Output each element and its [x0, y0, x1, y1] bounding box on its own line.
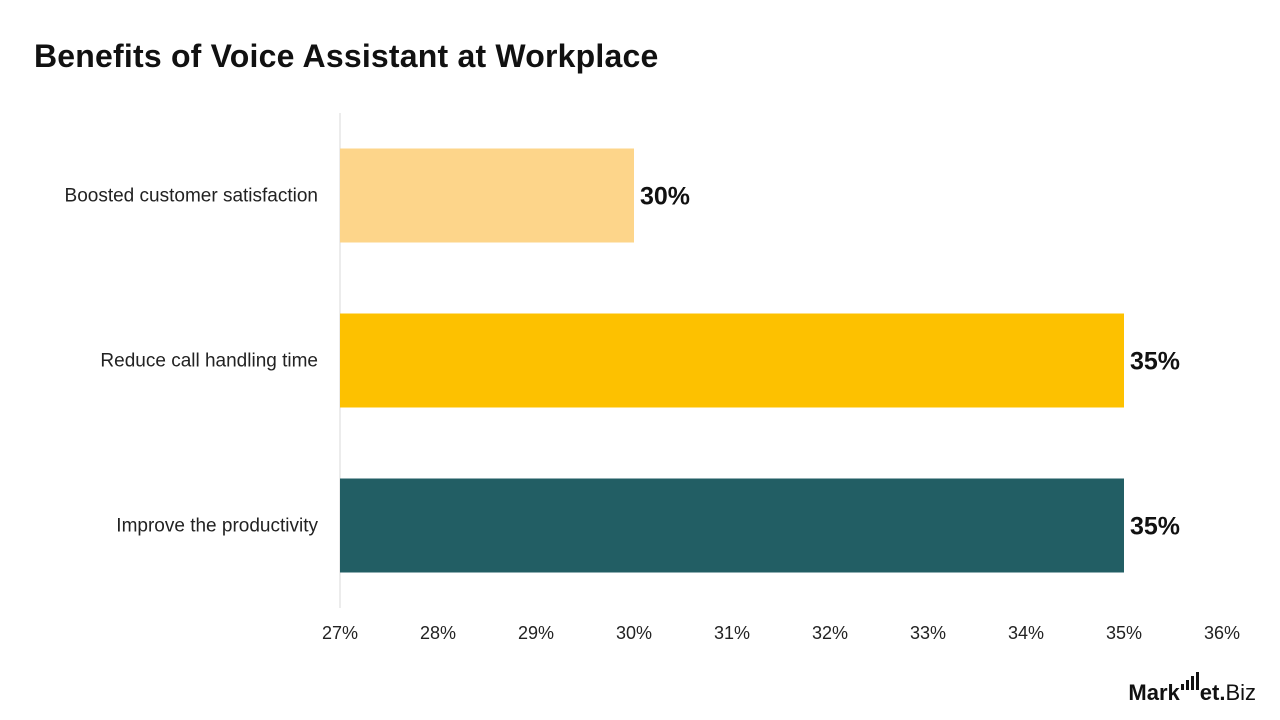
- category-label: Reduce call handling time: [100, 351, 318, 372]
- logo-text-part3: Biz: [1225, 680, 1256, 705]
- x-tick-label: 28%: [420, 623, 456, 643]
- bar: [340, 313, 1124, 408]
- marketbiz-logo: Mark et . Biz: [1128, 672, 1256, 706]
- chart-title: Benefits of Voice Assistant at Workplace: [34, 38, 659, 74]
- data-label: 35%: [1130, 348, 1180, 376]
- x-tick-label: 31%: [714, 623, 750, 643]
- x-tick-label: 27%: [322, 623, 358, 643]
- x-tick-label: 33%: [910, 623, 946, 643]
- x-tick-label: 35%: [1106, 623, 1142, 643]
- bar: [340, 478, 1124, 573]
- axis-group: 27% 28% 29% 30% 31% 32% 33% 34% 35% 36%: [322, 113, 1240, 643]
- bar: [340, 148, 634, 243]
- category-label: Improve the productivity: [116, 516, 318, 537]
- x-tick-label: 29%: [518, 623, 554, 643]
- x-tick-label: 32%: [812, 623, 848, 643]
- x-tick-label: 30%: [616, 623, 652, 643]
- labels-group: Boosted customer satisfaction 30% Reduce c…: [65, 183, 1181, 541]
- x-tick-label: 34%: [1008, 623, 1044, 643]
- category-label: Boosted customer satisfaction: [65, 186, 318, 207]
- logo-bars-icon: [1180, 672, 1199, 690]
- logo-text-part2: et: [1199, 680, 1220, 705]
- x-tick-label: 36%: [1204, 623, 1240, 643]
- logo-dot: .: [1219, 680, 1226, 705]
- data-label: 35%: [1130, 513, 1180, 541]
- logo-text-part1: Mark: [1128, 680, 1180, 705]
- data-label: 30%: [640, 183, 690, 211]
- bars-group: [340, 148, 1124, 573]
